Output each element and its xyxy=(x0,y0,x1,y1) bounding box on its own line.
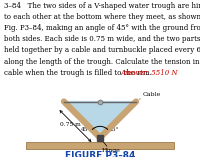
Text: both sides. Each side is 0.75 m wide, and the two parts are: both sides. Each side is 0.75 m wide, an… xyxy=(4,35,200,43)
Text: Answer: 5510 N: Answer: 5510 N xyxy=(121,69,178,77)
Text: 45°: 45° xyxy=(80,127,91,132)
Polygon shape xyxy=(64,102,136,138)
Text: along the length of the trough. Calculate the tension in each: along the length of the trough. Calculat… xyxy=(4,58,200,66)
Text: cable when the trough is filled to the rim.: cable when the trough is filled to the r… xyxy=(4,69,152,77)
Text: Hinge: Hinge xyxy=(102,148,121,153)
FancyBboxPatch shape xyxy=(26,142,174,149)
Text: 0.75 m: 0.75 m xyxy=(60,122,81,127)
Text: to each other at the bottom where they meet, as shown in: to each other at the bottom where they m… xyxy=(4,13,200,21)
Text: FIGURE P3–84: FIGURE P3–84 xyxy=(65,151,135,157)
Text: 45°: 45° xyxy=(109,127,120,132)
Text: held together by a cable and turnbuckle placed every 6 m: held together by a cable and turnbuckle … xyxy=(4,46,200,54)
Text: Fig. P3–84, making an angle of 45° with the ground from: Fig. P3–84, making an angle of 45° with … xyxy=(4,24,200,32)
Text: Cable: Cable xyxy=(143,92,161,97)
Text: 3–84   The two sides of a V-shaped water trough are hinged: 3–84 The two sides of a V-shaped water t… xyxy=(4,2,200,10)
